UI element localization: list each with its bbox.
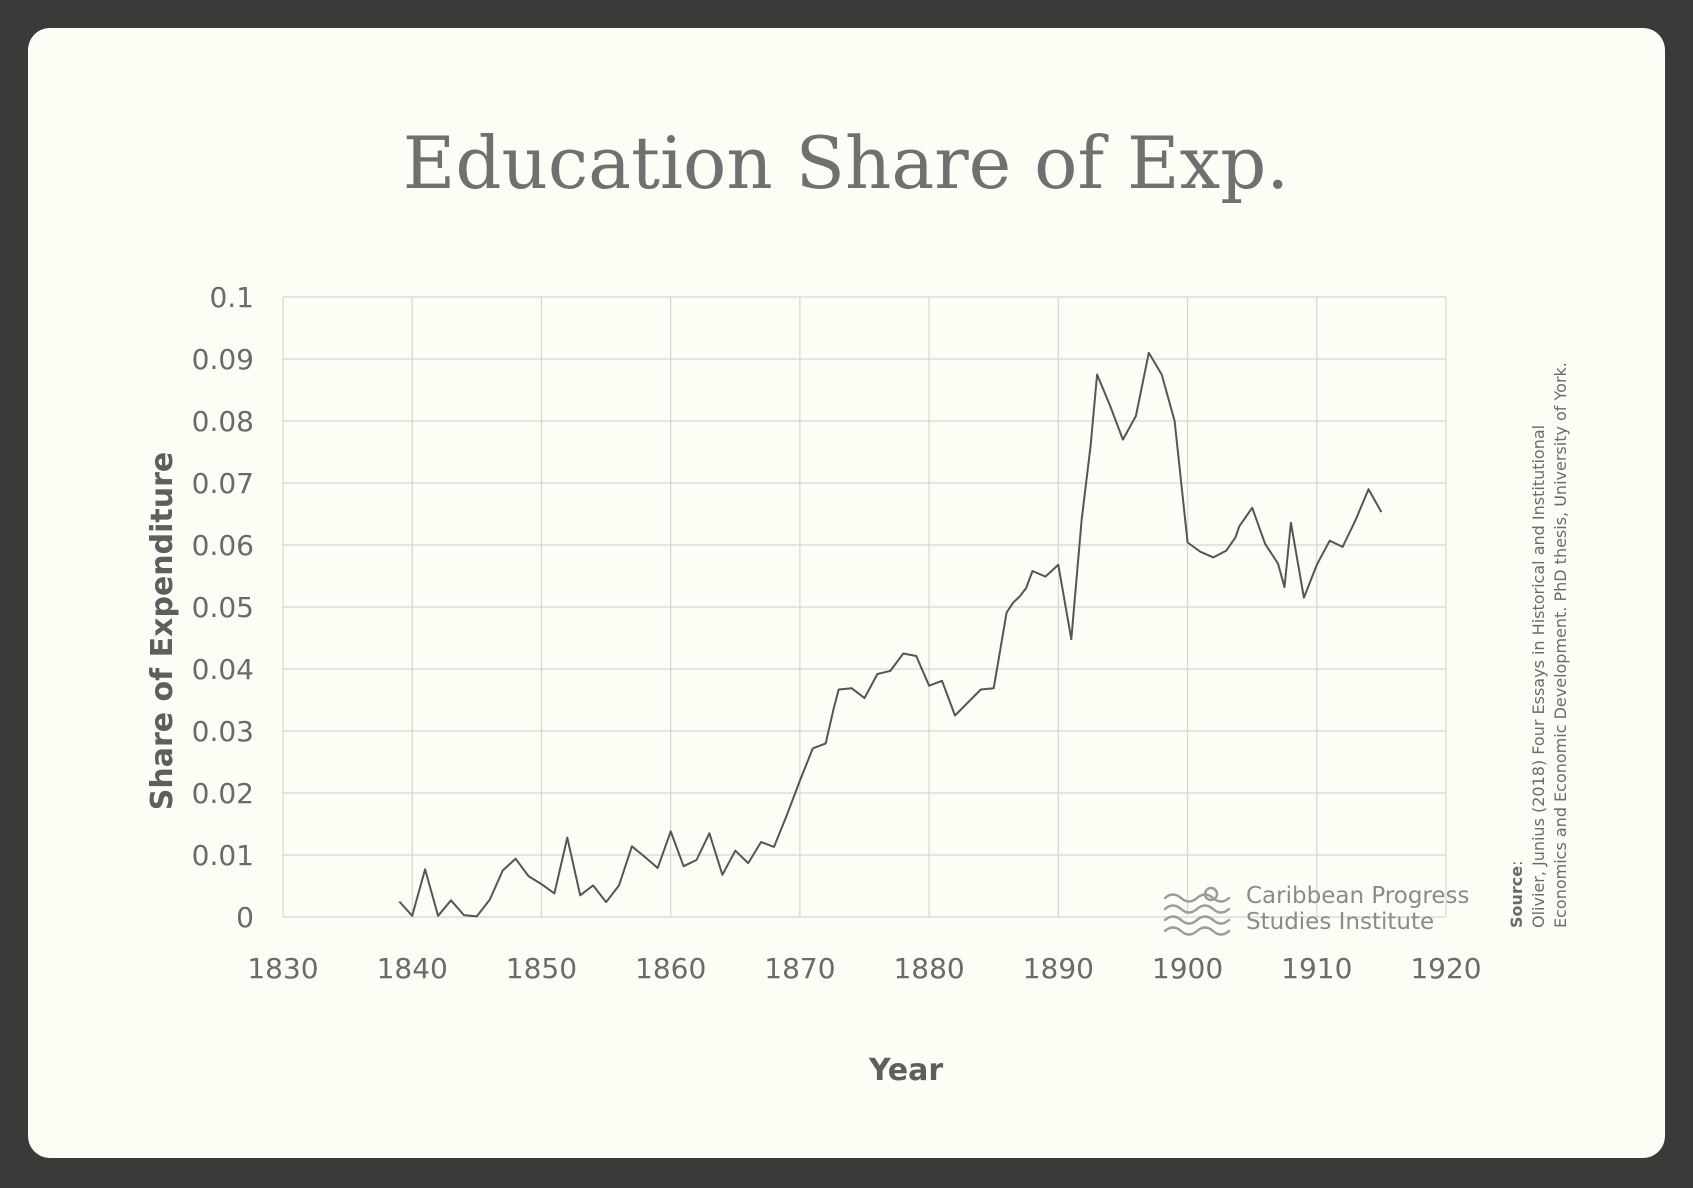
source-line-1: Olivier, Junius (2018) Four Essays in Hi…	[1529, 425, 1548, 928]
source-note: Source: Olivier, Junius (2018) Four Essa…	[1507, 362, 1570, 928]
series-line	[398, 351, 1383, 918]
logo-line-1: Caribbean Progress	[1246, 883, 1470, 909]
x-tick-label: 1890	[1023, 952, 1094, 985]
x-tick-label: 1850	[506, 952, 577, 985]
source-line-2: Economics and Economic Development. PhD …	[1551, 362, 1570, 928]
logo-line-2: Studies Institute	[1246, 909, 1434, 935]
x-tick-label: 1880	[893, 952, 964, 985]
x-axis-label: Year	[868, 1053, 944, 1088]
grid	[282, 296, 1447, 918]
chart-title: Education Share of Exp.	[403, 121, 1289, 205]
source-label: Source	[1507, 866, 1526, 928]
y-tick-label: 0.06	[192, 529, 254, 562]
series-group	[398, 351, 1383, 918]
y-tick-label: 0.09	[192, 343, 254, 376]
y-tick-label: 0.04	[192, 653, 254, 686]
y-tick-label: 0	[236, 901, 254, 934]
x-tick-label: 1870	[764, 952, 835, 985]
y-tick-labels: 0 0.01 0.02 0.03 0.04 0.05 0.06 0.07 0.08 0.09 0.1	[192, 281, 254, 934]
line-chart: Education Share of Exp. 0 0.01 0.02 0.03 0.0…	[145, 121, 1570, 1088]
y-tick-label: 0.1	[209, 281, 254, 314]
y-tick-label: 0.02	[192, 777, 254, 810]
x-tick-label: 1920	[1410, 952, 1481, 985]
y-tick-label: 0.03	[192, 715, 254, 748]
x-tick-label: 1840	[377, 952, 448, 985]
svg-text:Source:: Source:	[1507, 860, 1526, 928]
y-axis-label: Share of Expenditure	[145, 452, 180, 811]
waves-icon	[1163, 886, 1231, 936]
x-tick-label: 1830	[247, 952, 318, 985]
x-tick-label: 1900	[1152, 952, 1223, 985]
x-tick-label: 1910	[1281, 952, 1352, 985]
y-tick-label: 0.07	[192, 467, 254, 500]
x-tick-labels: 1830 1840 1850 1860 1870 1880 1890 1900 1910 1920	[247, 952, 1481, 985]
y-tick-label: 0.05	[192, 591, 254, 624]
institute-logo: Caribbean Progress Studies Institute	[1163, 883, 1470, 936]
y-tick-label: 0.08	[192, 405, 254, 438]
y-tick-label: 0.01	[192, 839, 254, 872]
x-tick-label: 1860	[635, 952, 706, 985]
chart-card: Education Share of Exp. 0 0.01 0.02 0.03 0.0…	[28, 28, 1665, 1158]
